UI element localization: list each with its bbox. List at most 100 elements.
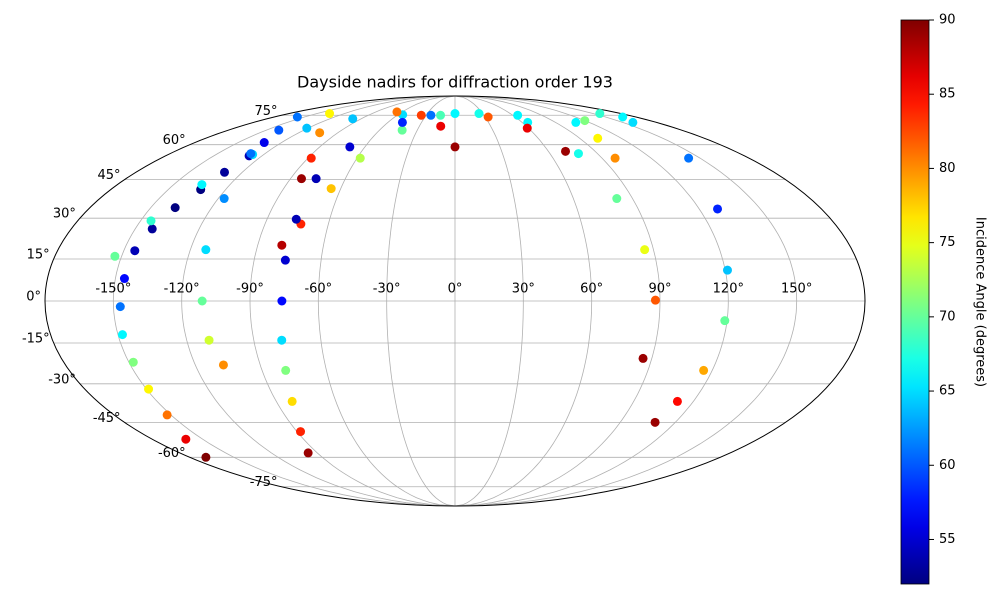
data-point	[513, 110, 523, 120]
grid-line	[454, 95, 524, 507]
y-tick-label: 75°	[254, 104, 277, 119]
data-point	[303, 448, 313, 458]
data-point	[672, 396, 682, 406]
data-point	[722, 265, 732, 275]
data-point	[162, 410, 172, 420]
grid-line	[386, 95, 456, 507]
data-point	[291, 214, 301, 224]
data-point	[450, 109, 460, 119]
colorbar-tick-label: 70	[939, 309, 956, 324]
data-point	[259, 138, 269, 148]
data-point	[650, 295, 660, 305]
y-tick-label: 60°	[163, 133, 186, 148]
data-point	[246, 149, 256, 159]
data-point	[115, 302, 125, 312]
data-point	[474, 109, 484, 119]
y-tick-label: 45°	[98, 168, 121, 183]
colorbar-tick-label: 55	[939, 532, 956, 547]
data-point	[117, 330, 127, 340]
data-point	[292, 112, 302, 122]
data-point	[197, 180, 207, 190]
grid-line	[112, 95, 456, 507]
grid-line	[317, 95, 456, 507]
data-point	[119, 274, 129, 284]
data-point	[684, 153, 694, 163]
data-point	[128, 357, 138, 367]
data-point	[416, 110, 426, 120]
y-tick-label: -45°	[93, 411, 121, 426]
chart-title: Dayside nadirs for diffraction order 193	[297, 73, 613, 92]
data-point	[130, 246, 140, 256]
data-point	[397, 117, 407, 127]
colorbar-tick-label: 85	[939, 87, 956, 102]
map-boundary	[44, 95, 866, 507]
data-point	[326, 184, 336, 194]
data-point	[287, 396, 297, 406]
x-tick-label: -90°	[236, 282, 264, 297]
grid-line	[454, 95, 661, 507]
data-point	[571, 117, 581, 127]
data-point	[573, 149, 583, 159]
y-tick-label: 0°	[26, 290, 41, 305]
data-point	[277, 296, 287, 306]
data-point	[713, 204, 723, 214]
data-point	[280, 255, 290, 265]
x-tick-label: -150°	[95, 282, 131, 297]
data-point	[144, 384, 154, 394]
data-point	[110, 251, 120, 261]
grid-line	[181, 95, 456, 507]
grid-line	[249, 95, 456, 507]
data-point	[306, 153, 316, 163]
x-tick-label: -30°	[373, 282, 401, 297]
data-point	[315, 128, 325, 138]
data-point	[426, 110, 436, 120]
data-point	[561, 146, 571, 156]
grid-line	[454, 95, 729, 507]
colorbar	[900, 19, 930, 585]
data-point	[325, 109, 335, 119]
data-point	[281, 365, 291, 375]
data-point	[640, 245, 650, 255]
colorbar-tick-label: 80	[939, 161, 956, 176]
data-point	[201, 245, 211, 255]
x-tick-label: 150°	[781, 282, 812, 297]
x-tick-label: 0°	[448, 282, 463, 297]
data-point	[397, 125, 407, 135]
x-tick-label: 30°	[512, 282, 535, 297]
data-point	[170, 203, 180, 213]
y-tick-label: -15°	[22, 331, 50, 346]
data-point	[218, 360, 228, 370]
data-point	[277, 335, 287, 345]
data-point	[146, 216, 156, 226]
data-point	[147, 224, 157, 234]
data-point	[450, 142, 460, 152]
data-point	[650, 417, 660, 427]
data-point	[628, 117, 638, 127]
colorbar-tick-label: 90	[939, 13, 956, 28]
data-point	[348, 114, 358, 124]
data-point	[302, 123, 312, 133]
data-point	[204, 335, 214, 345]
y-tick-label: 30°	[53, 207, 76, 222]
x-tick-label: 90°	[648, 282, 671, 297]
data-point	[181, 434, 191, 444]
grid-line	[454, 95, 798, 507]
data-point	[220, 167, 230, 177]
data-point	[201, 452, 211, 462]
data-point	[580, 116, 590, 126]
data-point	[483, 112, 493, 122]
y-tick-label: 15°	[27, 248, 50, 263]
data-point	[197, 296, 207, 306]
data-point	[595, 109, 605, 119]
data-point	[355, 153, 365, 163]
data-point	[274, 125, 284, 135]
x-tick-label: 60°	[580, 282, 603, 297]
data-point	[436, 110, 446, 120]
data-point	[699, 365, 709, 375]
data-point	[296, 174, 306, 184]
x-tick-label: -60°	[304, 282, 332, 297]
data-point	[219, 194, 229, 204]
data-point	[392, 107, 402, 117]
data-point	[610, 153, 620, 163]
